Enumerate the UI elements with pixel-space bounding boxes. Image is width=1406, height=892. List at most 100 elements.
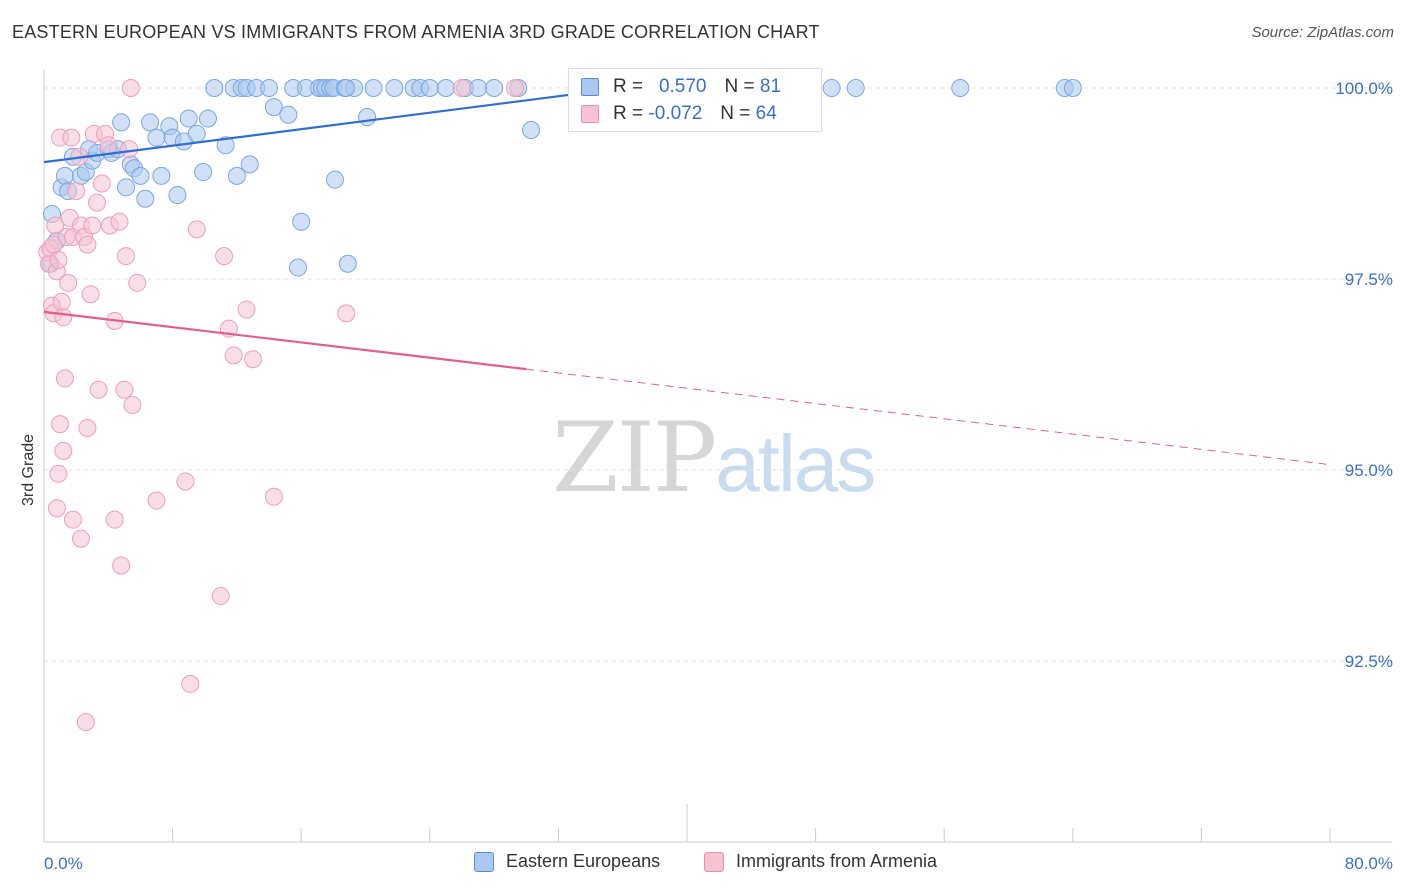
armenia-point bbox=[243, 350, 262, 369]
eastern-europeans-point bbox=[264, 98, 283, 117]
armenia-point bbox=[116, 247, 135, 266]
legend-r-value: -0.072 bbox=[648, 103, 703, 124]
armenia-point bbox=[121, 79, 140, 97]
eastern-europeans-point bbox=[227, 166, 246, 185]
eastern-europeans-point bbox=[205, 79, 224, 97]
armenia-point bbox=[67, 182, 86, 201]
eastern-europeans-point bbox=[131, 166, 150, 185]
watermark: ZIPatlas bbox=[552, 402, 876, 514]
armenia-point bbox=[337, 304, 356, 323]
armenia-point bbox=[59, 273, 78, 292]
eastern-europeans-point bbox=[325, 170, 344, 189]
watermark-atlas: atlas bbox=[715, 419, 876, 508]
legend-swatch-pink bbox=[581, 105, 599, 123]
y-axis-label: 3rd Grade bbox=[20, 433, 37, 507]
eastern-europeans-point bbox=[522, 121, 541, 140]
eastern-europeans-point bbox=[194, 163, 213, 182]
eastern-europeans-point bbox=[951, 79, 970, 97]
eastern-europeans-point bbox=[420, 79, 439, 97]
series-swatch-pink bbox=[704, 851, 724, 872]
y-tick-label: 97.5% bbox=[1345, 270, 1393, 289]
eastern-europeans-point bbox=[179, 109, 198, 128]
stats-legend: R = 0.570 N = 81 R = -0.072 N = 64 bbox=[568, 68, 822, 132]
eastern-europeans-point bbox=[187, 124, 206, 143]
armenia-point bbox=[215, 247, 234, 266]
armenia-point bbox=[49, 250, 68, 269]
armenia-point bbox=[52, 292, 71, 311]
legend-n-value: 81 bbox=[759, 76, 782, 97]
eastern-europeans-point bbox=[136, 189, 155, 208]
chart-title: EASTERN EUROPEAN VS IMMIGRANTS FROM ARME… bbox=[12, 22, 820, 42]
armenia-point bbox=[211, 587, 230, 606]
legend-r-label: R = bbox=[613, 103, 644, 124]
series-swatch-blue bbox=[474, 851, 494, 872]
armenia-point bbox=[237, 300, 256, 319]
armenia-point bbox=[76, 713, 95, 732]
eastern-europeans-point bbox=[469, 79, 488, 97]
y-tick-label: 92.5% bbox=[1345, 652, 1393, 671]
armenia-point bbox=[128, 273, 147, 292]
armenia-point bbox=[62, 128, 81, 147]
eastern-europeans-point bbox=[116, 178, 135, 197]
legend-n-value: 64 bbox=[755, 103, 777, 124]
armenia-point bbox=[92, 174, 111, 193]
armenia-point bbox=[105, 510, 124, 529]
series-legend: Eastern Europeans Immigrants from Armeni… bbox=[0, 851, 1406, 877]
legend-r-label: R = bbox=[613, 76, 644, 97]
eastern-europeans-point bbox=[168, 185, 187, 204]
eastern-europeans-point bbox=[385, 79, 404, 97]
armenia-point bbox=[112, 556, 131, 575]
eastern-europeans-point bbox=[822, 79, 841, 97]
watermark-zip: ZIP bbox=[552, 402, 717, 514]
series-legend-eastern-europeans[interactable]: Eastern Europeans bbox=[474, 851, 660, 872]
eastern-europeans-point bbox=[55, 166, 74, 185]
y-axis-label-wrap: 3rd Grade bbox=[14, 400, 44, 540]
armenia-point bbox=[264, 487, 283, 506]
series-legend-label: Eastern Europeans bbox=[506, 851, 661, 871]
armenia-point bbox=[115, 380, 134, 399]
eastern-europeans-point bbox=[364, 79, 383, 97]
eastern-europeans-point bbox=[240, 155, 259, 174]
eastern-europeans-point bbox=[358, 108, 377, 127]
y-tick-label: 95.0% bbox=[1345, 461, 1393, 480]
eastern-europeans-point bbox=[436, 79, 455, 97]
series-legend-armenia[interactable]: Immigrants from Armenia bbox=[704, 851, 937, 872]
armenia-point bbox=[181, 674, 200, 693]
armenia-point bbox=[81, 285, 100, 304]
eastern-europeans-point bbox=[198, 109, 217, 128]
eastern-europeans-point bbox=[141, 113, 160, 132]
armenia-point bbox=[224, 346, 243, 365]
legend-n-label: N = bbox=[724, 76, 755, 97]
legend-swatch-blue bbox=[581, 78, 599, 96]
armenia-point bbox=[110, 212, 129, 231]
armenia-point bbox=[505, 79, 524, 97]
legend-r-value: 0.570 bbox=[658, 76, 707, 97]
eastern-europeans-point bbox=[292, 212, 311, 231]
armenia-point bbox=[71, 529, 90, 548]
armenia-point bbox=[147, 491, 166, 510]
armenia-trendline bbox=[43, 310, 527, 371]
eastern-europeans-point bbox=[846, 79, 865, 97]
armenia-point bbox=[83, 216, 102, 235]
eastern-europeans-point bbox=[260, 79, 279, 97]
armenia-point bbox=[54, 441, 73, 460]
eastern-europeans-point bbox=[288, 258, 307, 277]
source-label: Source: ZipAtlas.com bbox=[1251, 24, 1394, 41]
armenia-point bbox=[49, 464, 68, 483]
armenia-trendline-extension bbox=[526, 368, 1331, 466]
series-legend-label: Immigrants from Armenia bbox=[736, 851, 938, 871]
armenia-point bbox=[55, 369, 74, 388]
armenia-point bbox=[88, 193, 107, 212]
eastern-europeans-point bbox=[338, 254, 357, 273]
legend-row-eastern-europeans: R = 0.570 N = 81 bbox=[581, 75, 781, 99]
armenia-point bbox=[63, 510, 82, 529]
x-tick-label-min: 0.0% bbox=[44, 854, 83, 873]
eastern-europeans-point bbox=[279, 105, 298, 124]
armenia-point bbox=[123, 396, 142, 415]
eastern-europeans-point bbox=[152, 166, 171, 185]
armenia-point bbox=[89, 380, 108, 399]
armenia-point bbox=[54, 308, 73, 327]
armenia-point bbox=[47, 499, 66, 518]
eastern-europeans-point bbox=[485, 79, 504, 97]
armenia-point bbox=[176, 472, 195, 491]
